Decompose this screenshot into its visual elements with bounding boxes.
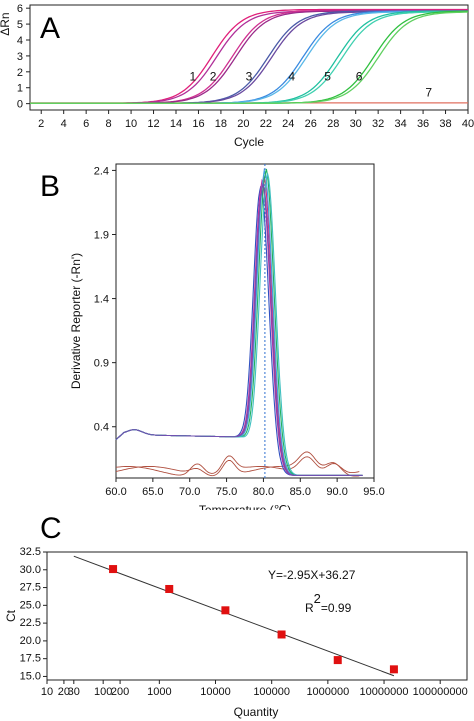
amplification-plot: 2 4 6 8 10 12 14 16 18 20 22 24 26 28 30 32 34 36 38 400123… bbox=[0, 3, 474, 149]
y-tick-label: 22.5 bbox=[20, 617, 41, 629]
panel-letter-a: A bbox=[40, 12, 60, 45]
x-tick-label: 30 bbox=[68, 686, 80, 698]
data-point bbox=[333, 656, 342, 665]
panel-letter-b: B bbox=[40, 170, 60, 203]
x-tick-label: 80.0 bbox=[253, 486, 274, 498]
x-tick-label: 30 bbox=[350, 118, 362, 130]
data-point bbox=[165, 584, 174, 593]
x-tick-label: 200 bbox=[111, 686, 129, 698]
x-tick-label: 90.0 bbox=[326, 486, 347, 498]
x-tick-label: 10 bbox=[125, 118, 137, 130]
data-point bbox=[389, 665, 398, 674]
y-tick-label: 0.9 bbox=[94, 358, 109, 370]
data-point bbox=[109, 565, 118, 574]
curve-number-label: 1 bbox=[190, 70, 197, 84]
x-tick-label: 60.0 bbox=[105, 486, 126, 498]
x-tick-label: 24 bbox=[282, 118, 294, 130]
y-tick-label: 2 bbox=[17, 67, 23, 79]
x-tick-label: 20 bbox=[58, 686, 70, 698]
curve-number-label: 7 bbox=[425, 86, 432, 100]
regression-equation: Y=-2.95X+36.27 bbox=[268, 568, 356, 582]
y-tick-label: 3 bbox=[17, 51, 23, 63]
y-tick-label: 20.0 bbox=[20, 635, 41, 647]
regression-line bbox=[73, 555, 395, 677]
x-tick-label: 34 bbox=[394, 118, 406, 130]
y-tick-label: 0 bbox=[17, 99, 23, 111]
curve-number-label: 6 bbox=[356, 70, 363, 84]
no-template-control-curve bbox=[115, 451, 360, 477]
r-squared-superscript: 2 bbox=[314, 591, 321, 606]
y-tick-label: 27.5 bbox=[20, 582, 41, 594]
x-tick-label: 28 bbox=[327, 118, 339, 130]
y-tick-label: 17.5 bbox=[20, 653, 41, 665]
y-tick-label: 2.4 bbox=[94, 165, 109, 177]
x-tick-label: 4 bbox=[61, 118, 67, 130]
x-tick-label: 14 bbox=[170, 118, 182, 130]
x-tick-label: 75.0 bbox=[216, 486, 237, 498]
y-tick-label: 4 bbox=[17, 35, 23, 47]
x-tick-label: 40 bbox=[462, 118, 474, 130]
x-tick-label: 10000 bbox=[200, 686, 231, 698]
y-tick-label: 32.5 bbox=[20, 546, 41, 558]
x-axis-label: Quantity bbox=[234, 705, 279, 719]
x-tick-label: 12 bbox=[147, 118, 159, 130]
curve-number-label: 4 bbox=[288, 70, 295, 84]
panel-letter-c: C bbox=[40, 512, 62, 545]
x-tick-label: 2 bbox=[38, 118, 44, 130]
x-tick-label: 10 bbox=[41, 686, 53, 698]
x-tick-label: 100000000 bbox=[413, 686, 468, 698]
y-tick-label: 6 bbox=[17, 3, 23, 15]
x-tick-label: 36 bbox=[417, 118, 429, 130]
x-tick-label: 1000000 bbox=[306, 686, 349, 698]
data-point bbox=[277, 630, 286, 639]
x-tick-label: 6 bbox=[83, 118, 89, 130]
y-tick-label: 5 bbox=[17, 19, 23, 31]
x-tick-label: 70.0 bbox=[179, 486, 200, 498]
data-point bbox=[221, 606, 230, 615]
y-axis-label: Ct bbox=[4, 609, 18, 622]
x-tick-label: 1000 bbox=[147, 686, 171, 698]
x-tick-label: 26 bbox=[305, 118, 317, 130]
x-tick-label: 32 bbox=[372, 118, 384, 130]
y-tick-label: 15.0 bbox=[20, 670, 41, 682]
y-tick-label: 30.0 bbox=[20, 564, 41, 576]
x-tick-label: 16 bbox=[192, 118, 204, 130]
x-tick-label: 100 bbox=[94, 686, 112, 698]
y-tick-label: 1 bbox=[17, 83, 23, 95]
r-squared-value: =0.99 bbox=[321, 601, 352, 615]
curve-number-label: 3 bbox=[246, 70, 253, 84]
no-template-control-curve bbox=[115, 455, 360, 476]
amplification-curve bbox=[30, 11, 468, 104]
x-tick-label: 20 bbox=[237, 118, 249, 130]
curve-number-label: 5 bbox=[324, 70, 331, 84]
x-axis-label: Cycle bbox=[234, 135, 264, 149]
plot-frame bbox=[46, 551, 468, 681]
curve-number-label: 2 bbox=[210, 70, 217, 84]
plot-frame bbox=[115, 163, 375, 479]
y-tick-label: 0.4 bbox=[94, 422, 109, 434]
y-tick-label: 25.0 bbox=[20, 599, 41, 611]
x-tick-label: 22 bbox=[260, 118, 272, 130]
r-squared-label: R2=0.99 bbox=[305, 591, 352, 615]
x-tick-label: 65.0 bbox=[142, 486, 163, 498]
melt-curve-plot: 60.0 65.0 70.0 75.0 80.0 85.0 90.0 95.0 0.4 0.9 1.… bbox=[40, 163, 385, 510]
y-axis-label: Derivative Reporter (-Rn') bbox=[69, 253, 83, 389]
x-axis-label: Temperature (℃) bbox=[199, 503, 291, 510]
y-axis-label: ΔRn bbox=[0, 12, 12, 35]
x-tick-label: 8 bbox=[106, 118, 112, 130]
y-tick-label: 1.4 bbox=[94, 294, 109, 306]
x-tick-label: 100000 bbox=[253, 686, 290, 698]
melt-curve bbox=[115, 183, 363, 476]
x-tick-label: 10000000 bbox=[360, 686, 409, 698]
x-tick-label: 18 bbox=[215, 118, 227, 130]
r-squared-symbol: R bbox=[305, 601, 314, 615]
plot-frame bbox=[29, 4, 469, 111]
x-tick-label: 38 bbox=[439, 118, 451, 130]
x-tick-label: 85.0 bbox=[290, 486, 311, 498]
x-tick-label: 95.0 bbox=[363, 486, 384, 498]
y-tick-label: 1.9 bbox=[94, 229, 109, 241]
